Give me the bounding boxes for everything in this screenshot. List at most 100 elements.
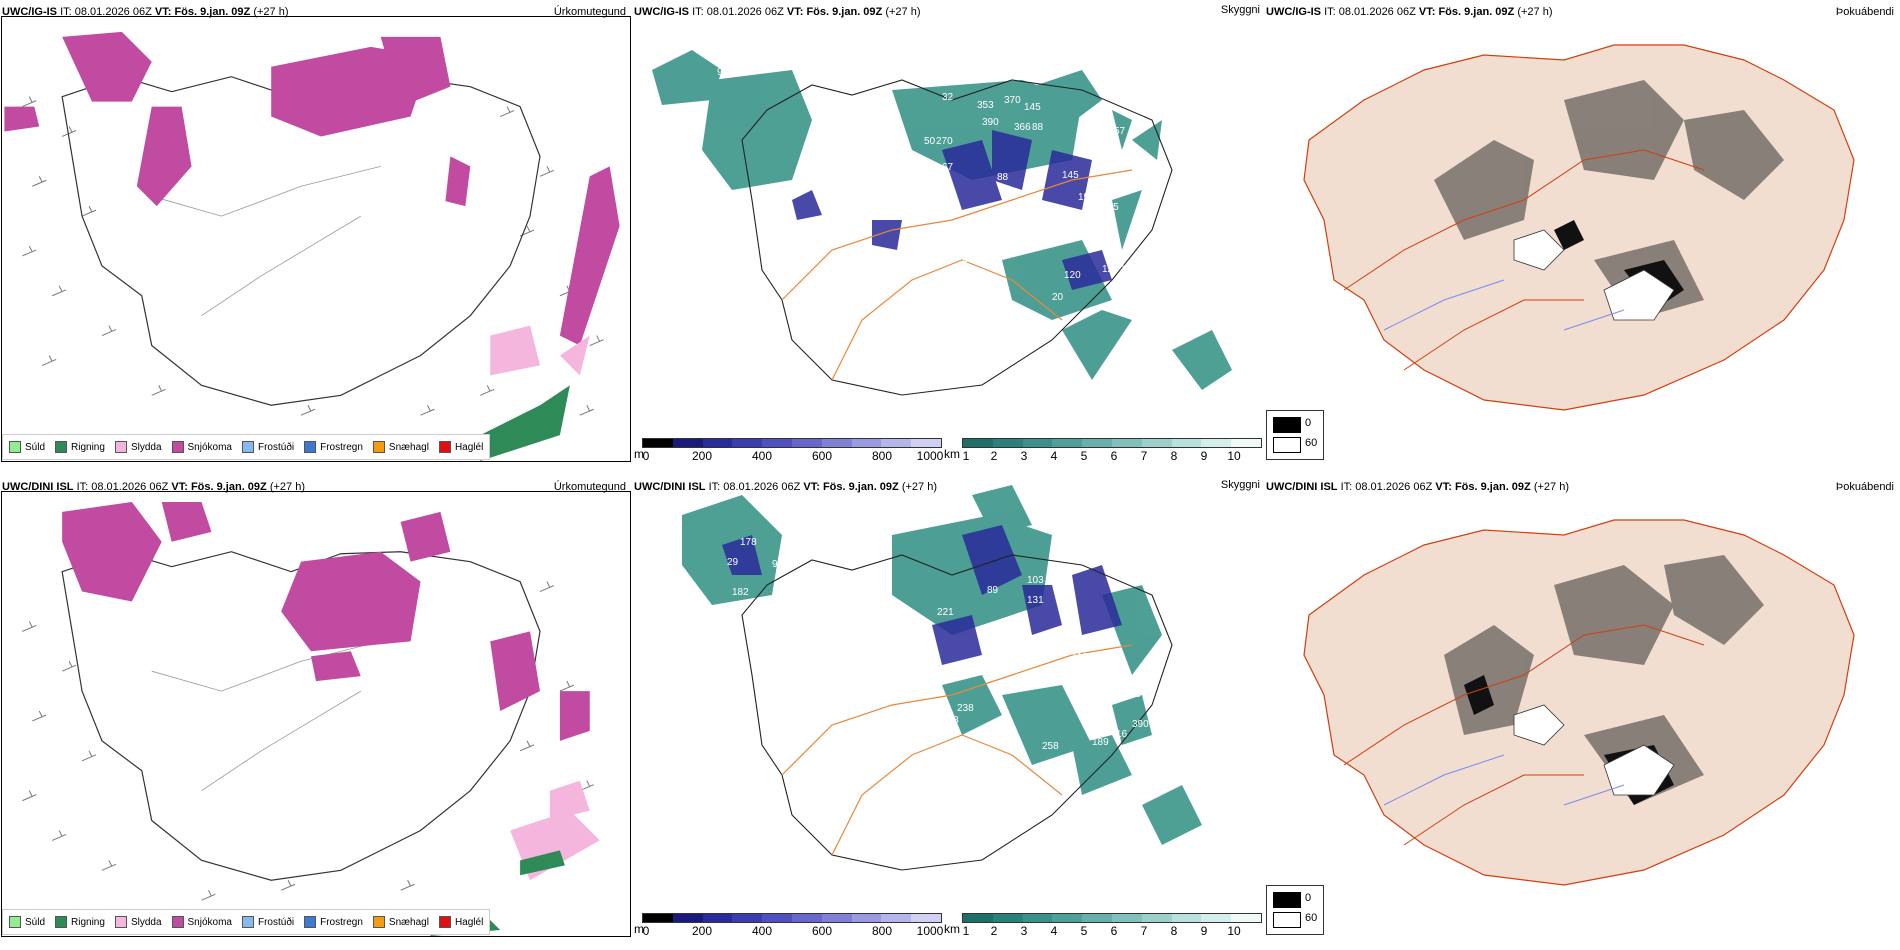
colorbar-tick: 600 — [811, 449, 833, 463]
colorbar-tick: 7 — [1140, 449, 1148, 463]
cloud-header: UWC/DINI ISL IT: 08.01.2026 06Z VT: Fös.… — [634, 481, 937, 493]
colorbar-tick: 3 — [1020, 924, 1028, 938]
legend-swatch — [372, 441, 385, 453]
forecast-row-bottom: UWC/DINI ISL IT: 08.01.2026 06Z VT: Fös.… — [0, 475, 1900, 950]
cloud-base-label: 131 — [1027, 595, 1044, 606]
cloud-base-label: 370 — [1004, 95, 1021, 106]
valid-time: Fös. 9.jan. 09Z — [1438, 6, 1515, 18]
rivers — [1383, 279, 1625, 331]
issue-time: 08.01.2026 06Z — [1338, 6, 1416, 18]
colorbar-cell — [881, 914, 912, 922]
model-name: UWC/IG-IS — [2, 6, 57, 18]
glaciers — [1513, 704, 1675, 796]
visibility-colorbar: 1 2 3 4 5 6 7 8 9 10 — [962, 438, 1262, 463]
valid-time: Fös. 9.jan. 09Z — [806, 6, 883, 18]
colorbar-cell — [643, 914, 673, 922]
model-name: UWC/DINI ISL — [2, 481, 74, 493]
roads — [1343, 624, 1705, 846]
cloud-base-label: 145 — [1062, 170, 1079, 181]
cloud-base-label: 125 — [1102, 202, 1119, 213]
legend-swatch — [55, 916, 68, 928]
fog-indicator-panel: UWC/DINI ISL IT: 08.01.2026 06Z VT: Fös.… — [1264, 475, 1900, 950]
valid-time: Fös. 9.jan. 09Z — [822, 481, 899, 493]
cloud-cover-legend: 0 60 — [1266, 885, 1324, 935]
fog-header: UWC/IG-IS IT: 08.01.2026 06Z VT: Fös. 9.… — [1266, 6, 1553, 18]
legend-label: Súld — [25, 441, 46, 453]
forecast-row-top: UWC/IG-IS IT: 08.01.2026 06Z VT: Fös. 9.… — [1, 0, 1900, 475]
colorbar-cell — [821, 439, 852, 447]
cloud-map: 178 29 95 182 165 221 89 103 131 205 100… — [682, 485, 1202, 871]
colorbar-tick: 0 — [642, 449, 650, 463]
legend-label: 0 — [1305, 892, 1312, 904]
colorbar-tick: 3 — [1020, 449, 1028, 463]
colorbar-cell — [851, 439, 882, 447]
model-name: UWC/DINI ISL — [634, 481, 706, 493]
fog-indicator-panel: UWC/IG-IS IT: 08.01.2026 06Z VT: Fös. 9.… — [1264, 0, 1900, 475]
cloud-base-colorbar: 0 200 400 600 800 1000 — [642, 438, 944, 463]
glaciers — [1513, 229, 1675, 321]
legend-item: Rigning — [55, 916, 105, 928]
issue-time: 08.01.2026 06Z — [91, 481, 169, 493]
legend-item: Slydda — [114, 441, 162, 453]
colorbar-tick: 200 — [691, 449, 713, 463]
cloud-base-label: 390 — [1132, 719, 1149, 730]
colorbar-tick: 0 — [642, 924, 650, 938]
lead-time: (+27 h) — [269, 481, 305, 493]
colorbar-tick: 400 — [751, 924, 773, 938]
roads — [151, 640, 381, 791]
legend-label: Slydda — [130, 441, 162, 453]
low-visibility-areas — [652, 50, 1232, 390]
colorbar-cell — [851, 914, 882, 922]
lead-time: (+27 h) — [901, 481, 937, 493]
valid-time: Fös. 9.jan. 09Z — [190, 481, 267, 493]
iceland-outline — [741, 79, 1173, 396]
legend-swatch — [241, 441, 254, 453]
colorbar-cell — [1111, 439, 1142, 447]
legend-label: Frostregn — [320, 916, 363, 928]
cloud-base-label: 238 — [957, 703, 974, 714]
colorbar-cell — [762, 439, 792, 447]
colorbar-tick: 1000 — [916, 449, 944, 463]
issue-time-label: IT: — [60, 6, 72, 18]
sleet-areas — [490, 325, 590, 376]
legend-swatch — [1273, 892, 1301, 908]
colorbar-tick: 800 — [871, 924, 893, 938]
valid-time: Fös. 9.jan. 09Z — [174, 6, 251, 18]
legend-item: Rigning — [55, 441, 105, 453]
cloud-base-label: 113 — [1072, 652, 1088, 663]
cloud-base-label: 178 — [740, 537, 757, 548]
colorbar-tick: 1 — [962, 924, 970, 938]
precip-legend: Súld Rigning Slydda Snjókoma Frostúði Fr… — [2, 434, 491, 460]
legend-swatch — [438, 441, 451, 453]
cloud-base-label: 221 — [937, 607, 954, 618]
cloud-base-unit: m — [634, 922, 644, 936]
legend-label: Snjókoma — [187, 441, 232, 453]
issue-time: 08.01.2026 06Z — [1355, 481, 1433, 493]
issue-time-label: IT: — [1340, 481, 1353, 493]
cloud-base-label: 32 — [942, 92, 954, 103]
colorbar-ticks: 0 200 400 600 800 1000 — [642, 448, 944, 463]
legend-swatch — [114, 441, 127, 453]
colorbar-cell — [1201, 914, 1232, 922]
cloud-base-label: 67 — [942, 162, 954, 173]
precip-header: UWC/IG-IS IT: 08.01.2026 06Z VT: Fös. 9.… — [2, 6, 289, 18]
legend-label: Frostúði — [257, 916, 295, 928]
valid-time-label: VT: — [786, 6, 804, 18]
rain-areas — [480, 385, 570, 461]
colorbar-tick: 200 — [691, 924, 713, 938]
cloud-base-unit: m — [634, 447, 644, 461]
cloud-base-label: 258 — [1042, 741, 1059, 752]
legend-item: Súld — [9, 441, 45, 453]
issue-time: 08.01.2026 06Z — [706, 6, 784, 18]
cloud-base-label: 270 — [936, 136, 953, 147]
legend-swatch — [9, 441, 21, 453]
cloud-base-label: 57 — [1114, 126, 1126, 137]
cloud-base-label: 100 — [1000, 663, 1017, 674]
cloud-base-label: 50 — [924, 136, 936, 147]
snow-areas — [62, 501, 590, 741]
valid-time-label: VT: — [1435, 481, 1452, 493]
colorbar-tick: 600 — [811, 924, 833, 938]
valid-time-label: VT: — [171, 481, 188, 493]
colorbar-tick: 8 — [1170, 449, 1178, 463]
roads — [781, 169, 1133, 381]
